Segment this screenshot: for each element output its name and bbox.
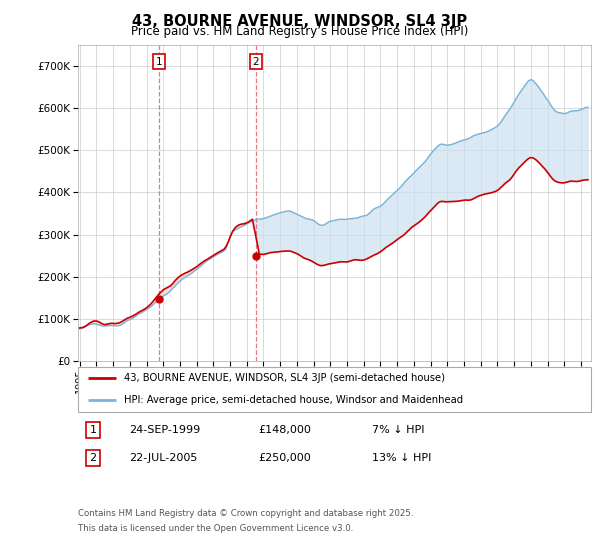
Text: 43, BOURNE AVENUE, WINDSOR, SL4 3JP: 43, BOURNE AVENUE, WINDSOR, SL4 3JP — [133, 14, 467, 29]
Text: HPI: Average price, semi-detached house, Windsor and Maidenhead: HPI: Average price, semi-detached house,… — [124, 395, 463, 405]
Text: 13% ↓ HPI: 13% ↓ HPI — [372, 453, 431, 463]
Text: Contains HM Land Registry data © Crown copyright and database right 2025.: Contains HM Land Registry data © Crown c… — [78, 509, 413, 518]
Text: 22-JUL-2005: 22-JUL-2005 — [129, 453, 197, 463]
Text: 43, BOURNE AVENUE, WINDSOR, SL4 3JP (semi-detached house): 43, BOURNE AVENUE, WINDSOR, SL4 3JP (sem… — [124, 374, 445, 384]
Text: £148,000: £148,000 — [258, 425, 311, 435]
Text: This data is licensed under the Open Government Licence v3.0.: This data is licensed under the Open Gov… — [78, 524, 353, 533]
Text: 7% ↓ HPI: 7% ↓ HPI — [372, 425, 425, 435]
Text: Price paid vs. HM Land Registry’s House Price Index (HPI): Price paid vs. HM Land Registry’s House … — [131, 25, 469, 38]
Text: £250,000: £250,000 — [258, 453, 311, 463]
Text: 24-SEP-1999: 24-SEP-1999 — [129, 425, 200, 435]
Text: 1: 1 — [89, 425, 97, 435]
Text: 2: 2 — [89, 453, 97, 463]
Text: 2: 2 — [253, 57, 259, 67]
Text: 1: 1 — [155, 57, 162, 67]
